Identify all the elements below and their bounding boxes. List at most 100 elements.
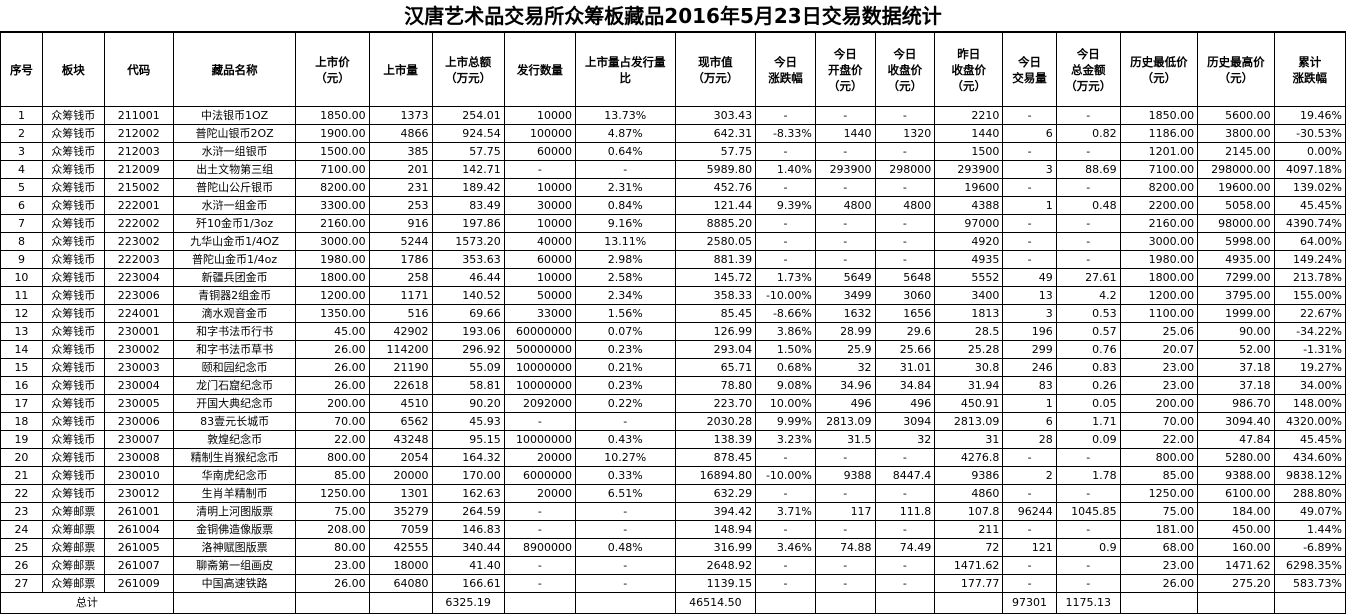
cell-col-volume: - xyxy=(1002,232,1057,251)
table-row: 19 众筹钱币 230007 敦煌纪念币 22.00 43248 95.15 10000000… xyxy=(0,430,1346,449)
cell-col-ratio: 2.98% xyxy=(575,250,676,269)
cell-col-amount: - xyxy=(1055,520,1121,539)
cell-col-name: 中国高速铁路 xyxy=(172,574,297,593)
sheet-title: 汉唐艺术品交易所众筹板藏品2016年5月23日交易数据统计 xyxy=(0,0,1346,32)
cell-col-name: 出土文物第三组 xyxy=(172,160,297,179)
cell-col-hist-high: 4935.00 xyxy=(1197,250,1275,269)
cell-col-ratio: 0.07% xyxy=(575,322,676,341)
cell-col-list-amount: 46.44 xyxy=(431,268,505,287)
cell-col-name: 金铜佛造像版票 xyxy=(172,520,297,539)
table-row: 13 众筹钱币 230001 和字书法币行书 45.00 42902 193.06 60000… xyxy=(0,322,1346,341)
cell-col-prev-close: 4388 xyxy=(934,196,1004,215)
cell-col-cum-change: 583.73% xyxy=(1273,574,1346,593)
cell-col-change: - xyxy=(755,142,816,161)
cell-col-list-price: 23.00 xyxy=(295,556,370,575)
cell-col-market-value: 16894.80 xyxy=(674,466,757,485)
header-col-open: 今日 开盘价 （元） xyxy=(814,32,876,107)
cell-col-hist-low: 1201.00 xyxy=(1119,142,1199,161)
cell-col-sector: 众筹钱币 xyxy=(41,142,105,161)
cell-col-ratio: 0.23% xyxy=(575,340,676,359)
cell-col-ratio: 13.11% xyxy=(575,232,676,251)
cell-col-list-price: 1900.00 xyxy=(295,124,370,143)
cell-col-hist-low: 23.00 xyxy=(1119,376,1199,395)
cell-col-code: 230001 xyxy=(103,322,174,341)
cell-col-hist-low: 22.00 xyxy=(1119,430,1199,449)
cell-col-market-value: 303.43 xyxy=(674,106,757,125)
cell-col-close: 74.49 xyxy=(874,538,936,557)
cell-col-market-value: 148.94 xyxy=(674,520,757,539)
cell-col-volume: 6 xyxy=(1002,124,1057,143)
cell-col-volume: 1 xyxy=(1002,196,1057,215)
cell-col-cum-change: 19.27% xyxy=(1273,358,1346,377)
cell-col-ratio: 10.27% xyxy=(575,448,676,467)
cell-col-issue-qty: 10000 xyxy=(503,214,577,233)
cell-col-name: 九华山金币1/4OZ xyxy=(172,232,297,251)
cell-col-index: 1 xyxy=(0,106,43,125)
cell-col-index: 15 xyxy=(0,358,43,377)
cell-col-hist-high: 986.70 xyxy=(1197,394,1275,413)
cell-col-code: 222001 xyxy=(103,196,174,215)
cell-col-list-amount: 55.09 xyxy=(431,358,505,377)
cell-col-hist-low: 3000.00 xyxy=(1119,232,1199,251)
cell-col-code: 212002 xyxy=(103,124,174,143)
cell-col-name: 83壹元长城币 xyxy=(172,412,297,431)
total-volume: 97301 xyxy=(1002,592,1057,614)
cell-col-index: 22 xyxy=(0,484,43,503)
cell-col-prev-close: 450.91 xyxy=(934,394,1004,413)
header-col-ratio: 上市量占发行量 比 xyxy=(575,32,676,107)
table-row: 15 众筹钱币 230003 颐和园纪念币 26.00 21190 55.09 1000000… xyxy=(0,358,1346,377)
cell-col-amount: 0.83 xyxy=(1055,358,1121,377)
total-cell xyxy=(1119,592,1199,614)
cell-col-amount: - xyxy=(1055,142,1121,161)
cell-col-list-price: 80.00 xyxy=(295,538,370,557)
cell-col-list-qty: 7059 xyxy=(368,520,433,539)
cell-col-code: 230012 xyxy=(103,484,174,503)
cell-col-close: - xyxy=(874,178,936,197)
cell-col-cum-change: 1.44% xyxy=(1273,520,1346,539)
cell-col-close: 4800 xyxy=(874,196,936,215)
cell-col-list-price: 1200.00 xyxy=(295,286,370,305)
cell-col-issue-qty: 10000000 xyxy=(503,358,577,377)
cell-col-hist-high: 2145.00 xyxy=(1197,142,1275,161)
cell-col-name: 精制生肖猴纪念币 xyxy=(172,448,297,467)
cell-col-name: 普陀山公斤银币 xyxy=(172,178,297,197)
cell-col-sector: 众筹钱币 xyxy=(41,268,105,287)
cell-col-market-value: 223.70 xyxy=(674,394,757,413)
cell-col-prev-close: 97000 xyxy=(934,214,1004,233)
cell-col-market-value: 85.45 xyxy=(674,304,757,323)
cell-col-hist-low: 1200.00 xyxy=(1119,286,1199,305)
cell-col-list-amount: 146.83 xyxy=(431,520,505,539)
cell-col-market-value: 8885.20 xyxy=(674,214,757,233)
cell-col-hist-low: 1186.00 xyxy=(1119,124,1199,143)
cell-col-sector: 众筹邮票 xyxy=(41,556,105,575)
cell-col-sector: 众筹钱币 xyxy=(41,340,105,359)
cell-col-cum-change: 49.07% xyxy=(1273,502,1346,521)
cell-col-list-qty: 42555 xyxy=(368,538,433,557)
cell-col-hist-high: 275.20 xyxy=(1197,574,1275,593)
header-col-index: 序号 xyxy=(0,32,43,107)
cell-col-issue-qty: - xyxy=(503,502,577,521)
cell-col-market-value: 5989.80 xyxy=(674,160,757,179)
cell-col-name: 清明上河图版票 xyxy=(172,502,297,521)
cell-col-index: 11 xyxy=(0,286,43,305)
cell-col-index: 16 xyxy=(0,376,43,395)
cell-col-issue-qty: - xyxy=(503,556,577,575)
total-label: 总计 xyxy=(0,592,174,614)
cell-col-ratio: - xyxy=(575,412,676,431)
cell-col-name: 龙门石窟纪念币 xyxy=(172,376,297,395)
cell-col-hist-high: 37.18 xyxy=(1197,358,1275,377)
cell-col-issue-qty: 30000 xyxy=(503,196,577,215)
cell-col-change: - xyxy=(755,178,816,197)
cell-col-change: 0.68% xyxy=(755,358,816,377)
cell-col-issue-qty: 50000 xyxy=(503,286,577,305)
cell-col-issue-qty: - xyxy=(503,160,577,179)
cell-col-name: 中法银币1OZ xyxy=(172,106,297,125)
cell-col-code: 211001 xyxy=(103,106,174,125)
cell-col-code: 230002 xyxy=(103,340,174,359)
cell-col-volume: - xyxy=(1002,214,1057,233)
header-col-close: 今日 收盘价 （元） xyxy=(874,32,936,107)
cell-col-list-price: 1980.00 xyxy=(295,250,370,269)
cell-col-open: 28.99 xyxy=(814,322,876,341)
cell-col-volume: 28 xyxy=(1002,430,1057,449)
cell-col-list-price: 1250.00 xyxy=(295,484,370,503)
